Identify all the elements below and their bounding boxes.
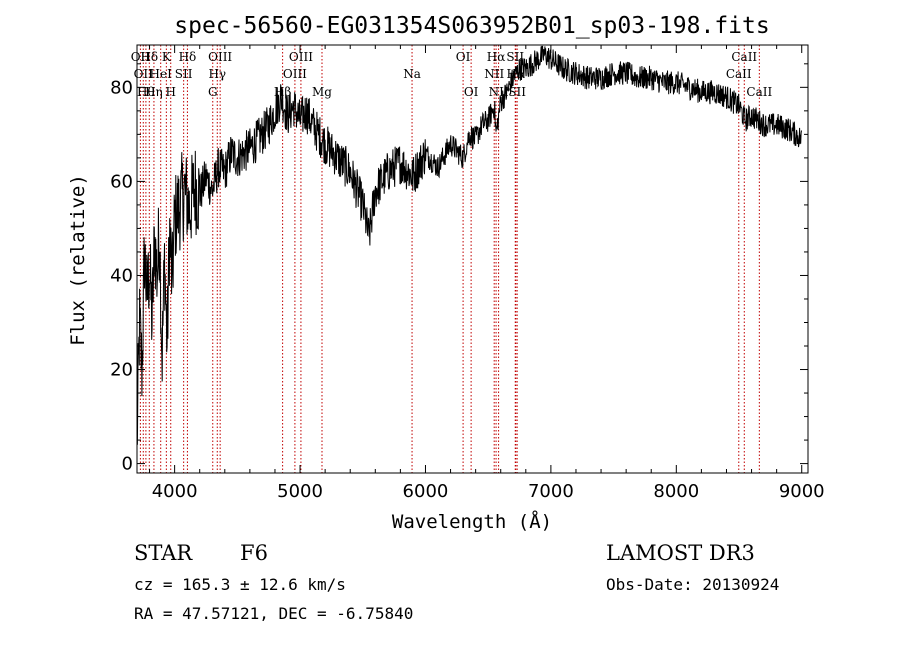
spectral-line-label: NII — [484, 67, 504, 81]
spectral-line-label: SII — [508, 85, 526, 99]
spectrum-series-line — [136, 45, 802, 445]
spectral-line-markers — [139, 45, 760, 473]
x-tick-label: 6000 — [403, 481, 449, 502]
spectral-line-label: OIII — [283, 67, 307, 81]
survey-name: LAMOST DR3 — [606, 541, 755, 565]
x-axis-label: Wavelength (Å) — [392, 510, 552, 533]
spectral-line-label: Hδ — [179, 50, 197, 64]
spectral-line-label: SII — [506, 50, 524, 64]
chart-title: spec-56560-EG031354S063952B01_sp03-198.f… — [174, 13, 769, 39]
y-tick-label: 80 — [110, 77, 133, 98]
redshift-readout: cz = 165.3 ± 12.6 km/s — [134, 575, 346, 594]
plot-frame — [136, 44, 809, 474]
spectral-line-label: Hη — [145, 85, 163, 99]
spectral-line-label: Hγ — [208, 67, 226, 81]
spectral-line-label: OI — [464, 85, 479, 99]
spectral-line-label: CaII — [726, 67, 752, 81]
coordinates-readout: RA = 47.57121, DEC = -6.75840 — [134, 604, 413, 623]
y-axis-ticks: 0 20 40 60 80 — [110, 63, 808, 475]
x-tick-label: 7000 — [528, 481, 574, 502]
y-axis-label: Flux (relative) — [67, 174, 89, 346]
y-tick-label: 0 — [122, 454, 133, 475]
spectral-line-label: OII — [134, 67, 154, 81]
object-subclass: F6 — [240, 541, 268, 565]
spectral-line-label: Na — [403, 67, 421, 81]
x-tick-label: 4000 — [152, 481, 198, 502]
spectral-line-label: H — [166, 85, 176, 99]
spectral-line-label: HeI — [150, 67, 173, 81]
spectral-line-label: OIII — [289, 50, 313, 64]
spectral-line-label: Hδ — [140, 50, 158, 64]
spectral-line-label: Hα — [487, 50, 506, 64]
x-tick-label: 8000 — [653, 481, 699, 502]
spectral-line-label: SII — [175, 67, 193, 81]
spectral-line-label: OII — [131, 50, 151, 64]
spectral-line-label: OI — [456, 50, 471, 64]
spectral-line-label: OIII — [208, 50, 232, 64]
spectral-line-label: CaII — [746, 85, 772, 99]
y-tick-label: 40 — [110, 265, 133, 286]
spectral-line-label: G — [208, 85, 218, 99]
y-tick-label: 60 — [110, 171, 133, 192]
observation-date: Obs-Date: 20130924 — [606, 575, 779, 594]
y-tick-label: 20 — [110, 360, 133, 381]
object-class: STAR — [134, 541, 193, 565]
x-tick-label: 5000 — [277, 481, 323, 502]
x-axis-ticks: 4000 5000 6000 7000 8000 9000 — [149, 45, 825, 502]
spectral-line-label: K — [162, 50, 172, 64]
spectral-line-label: Mg — [312, 85, 332, 99]
x-tick-label: 9000 — [779, 481, 825, 502]
spectral-line-labels: OIIOIIHθHδHηHeIKHSIIHδGHγOIIIHβOIIIOIIIM… — [131, 50, 773, 99]
spectral-line-label: CaII — [731, 50, 757, 64]
spectral-line-label: Hθ — [137, 85, 155, 99]
